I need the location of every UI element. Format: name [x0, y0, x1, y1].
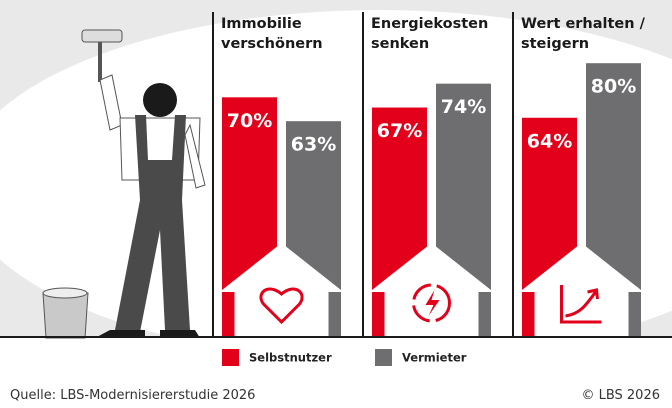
category-title: Wert erhalten / steigern: [521, 14, 646, 54]
source: Quelle: LBS-Modernisiererstudie 2026: [10, 388, 255, 403]
legend-label: Selbstnutzer: [249, 351, 332, 365]
value-label: 74%: [441, 96, 486, 118]
copyright: © LBS 2026: [581, 388, 660, 403]
infographic: 70%63%67%74%64%80%SelbstnutzerVermieter …: [0, 0, 672, 408]
value-label: 63%: [291, 134, 336, 156]
chart: 70% 63% 67% 74% 64% 80% Selbstnutzer Vermieter: [0, 0, 672, 408]
legend-swatch: [222, 349, 239, 366]
legend-swatch: [375, 349, 392, 366]
value-label: 67%: [377, 120, 422, 142]
value-label: 80%: [591, 76, 636, 98]
category-title: Energiekosten senken: [371, 14, 496, 54]
value-label: 70%: [227, 110, 272, 132]
legend-label: Vermieter: [402, 351, 467, 365]
value-label: 64%: [527, 130, 572, 152]
category-title: Immobilie verschönern: [221, 14, 346, 54]
